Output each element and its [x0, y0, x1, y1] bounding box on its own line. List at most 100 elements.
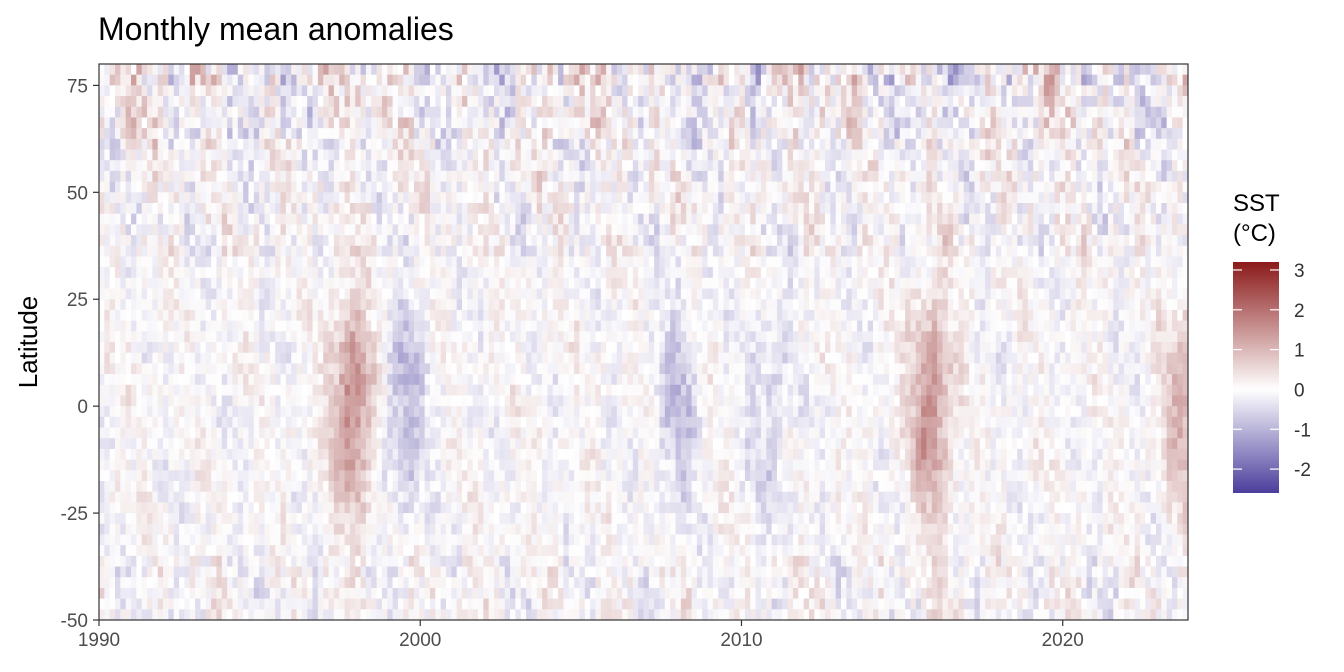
heatmap-cell — [419, 170, 426, 183]
heatmap-cell — [1123, 267, 1130, 279]
heatmap-cell — [889, 170, 895, 183]
heatmap-cell — [990, 149, 997, 161]
heatmap-cell — [963, 256, 970, 268]
heatmap-cell — [1017, 96, 1024, 108]
heatmap-cell — [654, 181, 661, 193]
heatmap-cell — [510, 320, 516, 332]
heatmap-cell — [1022, 74, 1029, 86]
heatmap-cell — [349, 299, 356, 311]
heatmap-cell — [1043, 117, 1050, 129]
heatmap-cell — [1139, 203, 1146, 215]
heatmap-cell — [1033, 192, 1040, 204]
heatmap-cell — [451, 160, 458, 172]
heatmap-cell — [873, 106, 879, 119]
heatmap-cell — [296, 309, 303, 322]
heatmap-cell — [296, 181, 303, 193]
heatmap-cell — [307, 149, 314, 161]
heatmap-cell — [227, 213, 234, 225]
heatmap-cell — [413, 256, 420, 268]
heatmap-cell — [803, 96, 810, 108]
heatmap-cell — [947, 85, 954, 97]
heatmap-cell — [937, 160, 944, 172]
heatmap-cell — [1182, 96, 1188, 108]
heatmap-cell — [926, 128, 933, 140]
heatmap-cell — [419, 235, 426, 247]
heatmap-cell — [163, 309, 169, 322]
heatmap-cell — [835, 213, 842, 225]
heatmap-cell — [413, 245, 420, 258]
heatmap-cell — [189, 149, 196, 161]
heatmap-cell — [536, 64, 543, 76]
heatmap-cell — [152, 320, 159, 332]
heatmap-cell — [558, 170, 565, 183]
heatmap-cell — [622, 245, 629, 258]
heatmap-cell — [771, 181, 778, 193]
heatmap-cell — [707, 160, 714, 172]
heatmap-cell — [494, 149, 500, 161]
heatmap-cell — [670, 267, 677, 279]
heatmap-cell — [632, 74, 639, 86]
heatmap-cell — [841, 224, 847, 236]
heatmap-cell — [536, 181, 543, 193]
heatmap-cell — [803, 277, 810, 290]
heatmap-cell — [830, 106, 837, 119]
heatmap-cell — [211, 235, 218, 247]
heatmap-cell — [520, 96, 527, 108]
heatmap-cell — [734, 181, 741, 193]
heatmap-cell — [1006, 245, 1013, 258]
heatmap-cell — [579, 267, 586, 279]
heatmap-cell — [440, 149, 447, 161]
heatmap-cell — [568, 203, 575, 215]
heatmap-cell — [259, 74, 266, 86]
heatmap-cell — [654, 224, 661, 236]
heatmap-cell — [643, 170, 650, 183]
heatmap-cell — [1102, 267, 1109, 279]
heatmap-cell — [205, 96, 212, 108]
heatmap-cell — [787, 181, 794, 193]
heatmap-cell — [510, 299, 516, 311]
heatmap-cell — [841, 170, 847, 183]
heatmap-cell — [638, 106, 645, 119]
heatmap-cell — [995, 235, 1002, 247]
heatmap-cell — [312, 320, 319, 332]
heatmap-cell — [734, 64, 741, 76]
heatmap-cell — [483, 309, 490, 322]
heatmap-cell — [280, 96, 287, 108]
heatmap-cell — [787, 288, 794, 300]
heatmap-cell — [702, 128, 709, 140]
heatmap-cell — [264, 74, 271, 86]
heatmap-cell — [179, 64, 186, 76]
heatmap-cell — [259, 213, 266, 225]
heatmap-cell — [403, 181, 410, 193]
heatmap-cell — [104, 149, 111, 161]
heatmap-cell — [184, 235, 191, 247]
heatmap-cell — [750, 106, 757, 119]
heatmap-cell — [462, 235, 468, 247]
heatmap-cell — [830, 288, 837, 300]
heatmap-cell — [659, 74, 666, 86]
heatmap-cell — [798, 138, 805, 151]
heatmap-cell — [953, 96, 960, 108]
heatmap-cell — [611, 117, 618, 129]
heatmap-cell — [365, 128, 372, 140]
heatmap-cell — [1043, 96, 1050, 108]
heatmap-cell — [707, 74, 714, 86]
heatmap-cell — [440, 320, 447, 332]
heatmap-cell — [248, 149, 255, 161]
heatmap-cell — [696, 235, 703, 247]
heatmap-cell — [1059, 192, 1066, 204]
heatmap-cell — [136, 64, 143, 76]
heatmap-cell — [894, 235, 901, 247]
heatmap-cell — [792, 181, 799, 193]
heatmap-cell — [878, 288, 885, 300]
heatmap-cell — [269, 192, 276, 204]
heatmap-cell — [312, 138, 319, 151]
heatmap-cell — [574, 256, 581, 268]
heatmap-cell — [253, 192, 260, 204]
heatmap-cell — [734, 117, 741, 129]
heatmap-cell — [1001, 181, 1008, 193]
heatmap-cell — [488, 267, 495, 279]
heatmap-cell — [947, 256, 954, 268]
heatmap-cell — [969, 138, 976, 151]
heatmap-cell — [771, 192, 778, 204]
